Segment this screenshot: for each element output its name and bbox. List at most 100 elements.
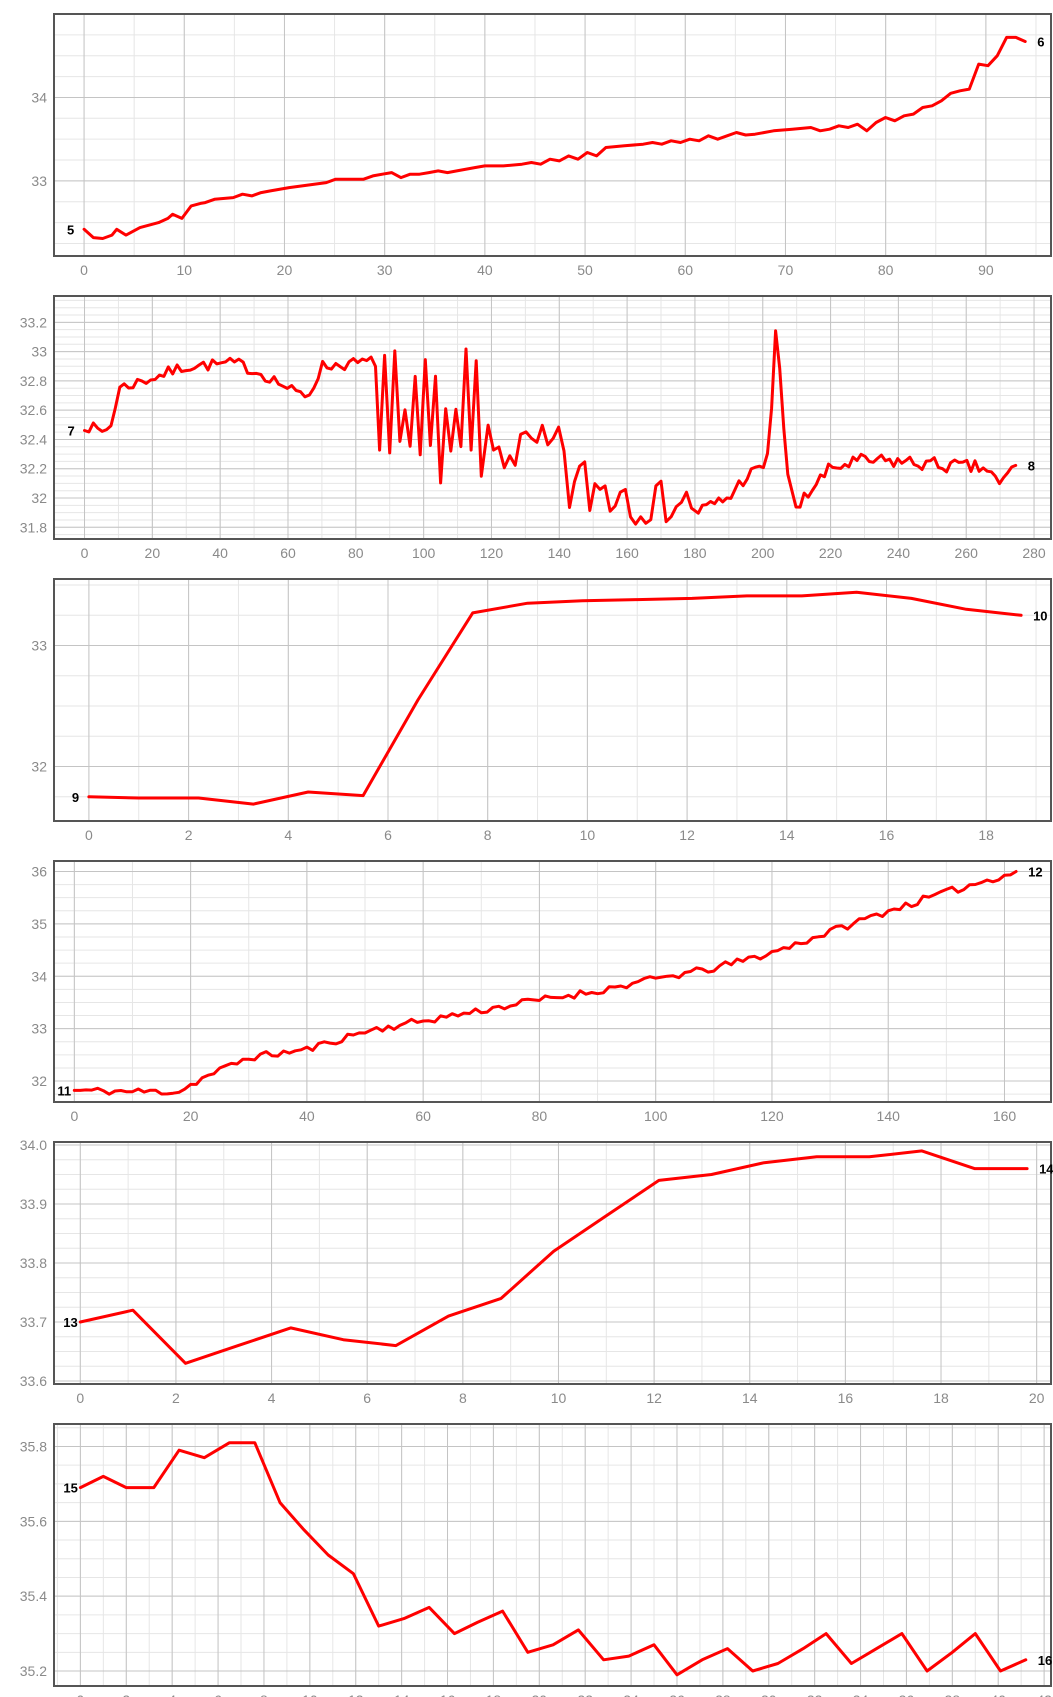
x-tick-label: 160 xyxy=(993,1108,1017,1124)
start-point-label: 15 xyxy=(63,1481,77,1496)
x-tick-label: 6 xyxy=(214,1692,222,1697)
x-tick-label: 220 xyxy=(819,545,843,561)
y-tick-label: 32.2 xyxy=(20,461,47,477)
y-tick-label: 34 xyxy=(31,89,47,105)
x-tick-label: 4 xyxy=(284,827,292,843)
x-tick-label: 36 xyxy=(899,1692,915,1697)
x-tick-label: 0 xyxy=(76,1390,84,1406)
x-tick-label: 20 xyxy=(183,1108,199,1124)
x-tick-label: 12 xyxy=(348,1692,364,1697)
x-tick-label: 6 xyxy=(363,1390,371,1406)
plot-frame-outline xyxy=(53,1423,1052,1687)
start-point-label: 13 xyxy=(63,1315,77,1330)
y-tick-label: 33.8 xyxy=(20,1255,47,1271)
y-tick-label: 32.8 xyxy=(20,373,47,389)
x-tick-label: 100 xyxy=(644,1108,668,1124)
x-tick-label: 80 xyxy=(878,262,894,278)
y-tick-label: 36 xyxy=(31,863,47,879)
x-tick-label: 200 xyxy=(751,545,775,561)
end-point-label: 14 xyxy=(1039,1162,1053,1177)
y-tick-label: 33 xyxy=(31,173,47,189)
x-tick-label: 60 xyxy=(415,1108,431,1124)
x-tick-label: 240 xyxy=(887,545,911,561)
x-tick-label: 40 xyxy=(990,1692,1006,1697)
x-tick-label: 8 xyxy=(484,827,492,843)
start-point-label: 9 xyxy=(72,790,79,805)
x-tick-label: 34 xyxy=(853,1692,869,1697)
x-tick-label: 14 xyxy=(742,1390,758,1406)
y-tick-label: 33 xyxy=(31,1021,47,1037)
x-tick-label: 26 xyxy=(669,1692,685,1697)
end-point-label: 6 xyxy=(1037,35,1044,50)
x-tick-label: 60 xyxy=(677,262,693,278)
y-tick-label: 32.6 xyxy=(20,402,47,418)
x-tick-label: 6 xyxy=(384,827,392,843)
chart-panel-3: 0 2 4 6 8 10 12 14 16 18 32 33 9 10 xyxy=(31,578,1052,843)
plot-frame-outline xyxy=(53,1141,1052,1385)
data-series-line xyxy=(78,1441,1028,1677)
plot-frame-outline xyxy=(53,295,1052,540)
start-point-label: 7 xyxy=(68,424,75,439)
y-tick-label: 33 xyxy=(31,344,47,360)
x-tick-label: 80 xyxy=(348,545,364,561)
x-tick-label: 14 xyxy=(779,827,795,843)
x-tick-label: 16 xyxy=(879,827,895,843)
y-tick-label: 33.2 xyxy=(20,314,47,330)
x-tick-label: 20 xyxy=(277,262,293,278)
y-tick-label: 32 xyxy=(31,1073,47,1089)
x-tick-label: 0 xyxy=(81,545,89,561)
x-tick-label: 120 xyxy=(480,545,504,561)
x-tick-label: 160 xyxy=(615,545,639,561)
x-tick-label: 0 xyxy=(85,827,93,843)
end-point-label: 16 xyxy=(1038,1653,1052,1668)
x-tick-label: 4 xyxy=(268,1390,276,1406)
x-tick-label: 30 xyxy=(377,262,393,278)
chart-panel-1: 0 10 20 30 40 50 60 70 80 90 33 34 5 6 xyxy=(31,13,1052,278)
start-point-label: 11 xyxy=(57,1083,71,1098)
x-tick-label: 40 xyxy=(299,1108,315,1124)
x-tick-label: 8 xyxy=(459,1390,467,1406)
y-tick-label: 33.6 xyxy=(20,1373,47,1389)
x-tick-label: 30 xyxy=(761,1692,777,1697)
data-series-line xyxy=(83,329,1018,526)
x-tick-label: 120 xyxy=(760,1108,784,1124)
x-tick-label: 2 xyxy=(172,1390,180,1406)
x-tick-label: 28 xyxy=(715,1692,731,1697)
x-tick-label: 40 xyxy=(477,262,493,278)
x-tick-label: 2 xyxy=(185,827,193,843)
x-tick-label: 60 xyxy=(280,545,296,561)
x-tick-label: 50 xyxy=(577,262,593,278)
x-tick-label: 16 xyxy=(838,1390,854,1406)
x-tick-label: 14 xyxy=(394,1692,410,1697)
x-tick-label: 2 xyxy=(122,1692,130,1697)
start-point-label: 5 xyxy=(67,222,74,237)
data-series-line xyxy=(82,35,1027,240)
y-tick-label: 33.9 xyxy=(20,1196,47,1212)
x-tick-label: 12 xyxy=(646,1390,662,1406)
x-tick-label: 32 xyxy=(807,1692,823,1697)
y-tick-label: 35.6 xyxy=(20,1513,47,1529)
x-tick-label: 38 xyxy=(945,1692,961,1697)
plot-frame-outline xyxy=(53,860,1052,1103)
y-tick-label: 33 xyxy=(31,638,47,654)
x-tick-label: 18 xyxy=(933,1390,949,1406)
end-point-label: 8 xyxy=(1028,458,1035,473)
data-series-line xyxy=(78,1149,1029,1365)
x-tick-label: 0 xyxy=(80,262,88,278)
chart-panel-6: 0246810121416182022242628303234363840423… xyxy=(20,1423,1052,1697)
x-tick-label: 4 xyxy=(168,1692,176,1697)
x-tick-label: 70 xyxy=(778,262,794,278)
x-tick-label: 100 xyxy=(412,545,436,561)
plot-frame-outline xyxy=(53,13,1052,257)
x-tick-label: 260 xyxy=(955,545,979,561)
y-tick-label: 32.4 xyxy=(20,431,47,447)
x-tick-label: 40 xyxy=(212,545,228,561)
y-tick-label: 34.0 xyxy=(20,1137,47,1153)
chart-panel-2: 0 20 40 60 80 100 120 140 160 180 200 220 240 260 280 3… xyxy=(20,295,1052,561)
y-tick-label: 32 xyxy=(31,759,47,775)
plot-frame-outline xyxy=(53,578,1052,822)
end-point-label: 12 xyxy=(1028,864,1042,879)
x-tick-label: 140 xyxy=(548,545,572,561)
x-tick-label: 18 xyxy=(978,827,994,843)
x-tick-label: 22 xyxy=(577,1692,593,1697)
